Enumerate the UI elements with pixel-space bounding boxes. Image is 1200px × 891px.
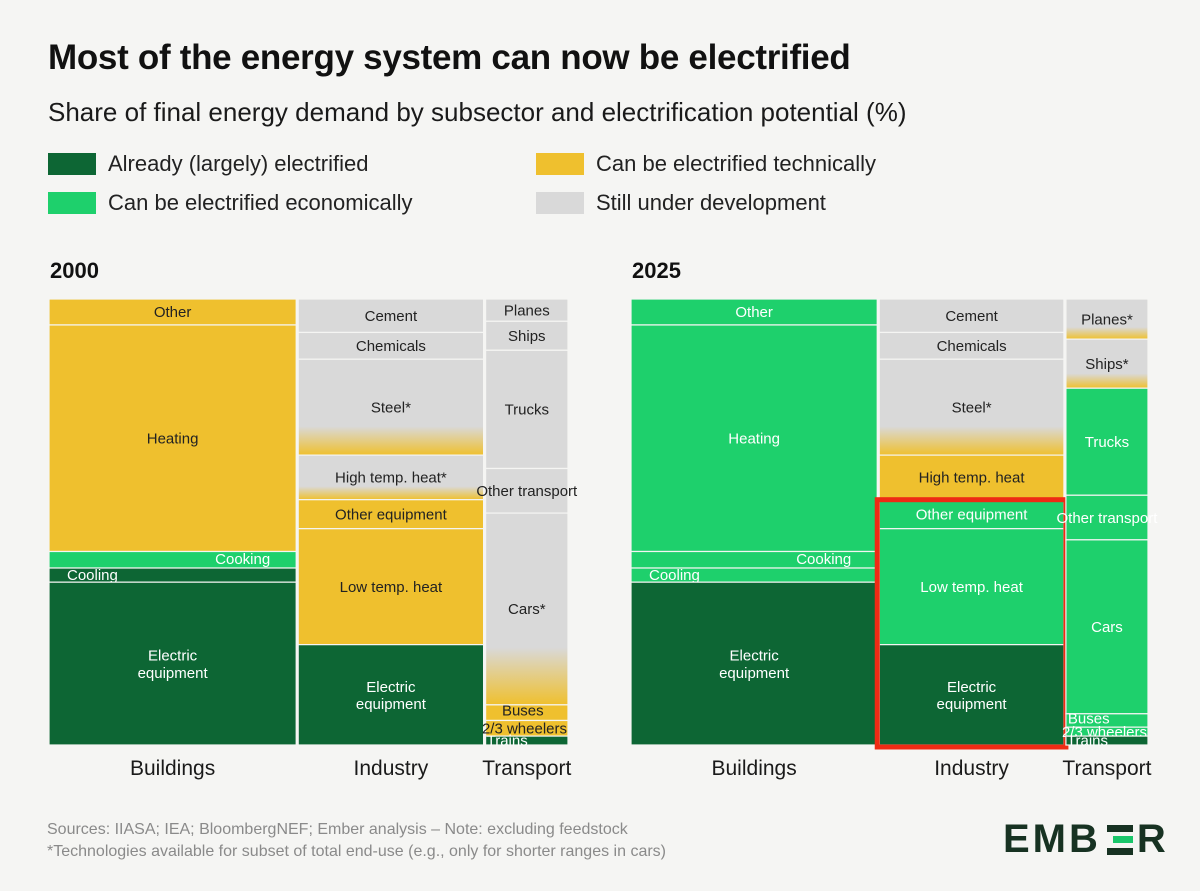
segment-steel	[878, 358, 1065, 456]
segment-trains	[485, 735, 569, 746]
segment-label-trucks: Trucks	[505, 402, 549, 419]
segment-steel	[297, 358, 485, 456]
segment-label-trains: Trains	[487, 733, 528, 750]
segment-low-temp-heat	[878, 528, 1065, 646]
segment-heating	[630, 324, 878, 553]
chart-subtitle: Share of final energy demand by subsecto…	[48, 97, 907, 127]
sector-label-transport: Transport	[1062, 757, 1151, 780]
chart-title: Most of the energy system can now be ele…	[48, 38, 851, 77]
segment-label-cooking: Cooking	[796, 551, 851, 568]
segment-chemicals	[297, 331, 485, 360]
segment-label-buses: Buses	[502, 703, 544, 720]
segment-label-steel: Steel*	[371, 399, 411, 416]
segment-label-electric-equipment: Electric equipment	[356, 679, 427, 713]
segment-low-temp-heat	[297, 528, 485, 646]
segment-label-heating: Heating	[147, 430, 199, 447]
segment-label-high-temp-heat: High temp. heat	[919, 470, 1026, 487]
segment-label-planes: Planes*	[1081, 311, 1133, 328]
footnote: *Technologies available for subset of to…	[47, 843, 666, 860]
segment-label-2-3-wheelers: 2/3 wheelers	[482, 721, 567, 738]
sector-label-buildings: Buildings	[712, 757, 797, 780]
sector-label-buildings: Buildings	[130, 757, 215, 780]
segment-label-heating: Heating	[728, 430, 780, 447]
segment-other-transport	[485, 467, 569, 514]
segment-label-other-equipment: Other equipment	[335, 506, 448, 523]
segment-label-steel: Steel*	[952, 399, 992, 416]
segment-label-trains: Trains	[1067, 733, 1108, 750]
sector-label-transport: Transport	[482, 757, 571, 780]
segment-label-chemicals: Chemicals	[356, 338, 426, 355]
segment-label-other: Other	[735, 304, 773, 321]
segment-label-buses: Buses	[1068, 710, 1110, 727]
segment-label-other: Other	[154, 304, 192, 321]
sector-label-industry: Industry	[354, 757, 429, 780]
source-note: Sources: IIASA; IEA; BloombergNEF; Ember…	[47, 821, 628, 838]
segment-cars	[485, 512, 569, 706]
logo-e-mark	[1106, 824, 1133, 855]
footer-notes: Sources: IIASA; IEA; BloombergNEF; Ember…	[47, 819, 666, 863]
segment-label-ships: Ships	[508, 328, 546, 345]
ember-logo: EMB R	[1003, 817, 1169, 861]
segment-label-low-temp-heat: Low temp. heat	[920, 579, 1023, 596]
segment-label-other-transport: Other transport	[1057, 510, 1159, 527]
segment-label-other-equipment: Other equipment	[916, 506, 1029, 523]
segment-label-cooking: Cooking	[215, 551, 270, 568]
sector-label-industry: Industry	[934, 757, 1009, 780]
segment-label-cement: Cement	[945, 308, 998, 325]
segment-label-high-temp-heat: High temp. heat*	[335, 470, 447, 487]
segment-label-electric-equipment: Electric equipment	[138, 648, 209, 682]
segment-trains	[1065, 735, 1149, 746]
chart-2025-title: 2025	[632, 258, 681, 283]
segment-cement	[878, 298, 1065, 334]
segment-cement	[297, 298, 485, 334]
segment-label-trucks: Trucks	[1085, 434, 1129, 451]
segment-label-electric-equipment: Electric equipment	[937, 679, 1008, 713]
segment-label-chemicals: Chemicals	[937, 338, 1007, 355]
segment-label-planes: Planes	[504, 302, 550, 319]
segment-label-low-temp-heat: Low temp. heat	[340, 579, 443, 596]
segment-label-cooling: Cooling	[67, 567, 118, 584]
segment-label-electric-equipment: Electric equipment	[719, 648, 790, 682]
segment-electric-equipment	[630, 581, 878, 746]
segment-label-other-transport: Other transport	[476, 483, 578, 500]
segment-label-cars: Cars	[1091, 619, 1123, 636]
segment-ships	[485, 320, 569, 351]
segment-other	[630, 298, 878, 326]
segment-high-temp-heat	[878, 454, 1065, 501]
segment-trucks	[485, 349, 569, 470]
segment-heating	[48, 324, 297, 553]
segment-label-ships: Ships*	[1085, 356, 1129, 373]
segment-electric-equipment	[878, 644, 1065, 746]
segment-electric-equipment	[48, 581, 297, 746]
segment-electric-equipment	[297, 644, 485, 746]
segment-label-cooling: Cooling	[649, 567, 700, 584]
chart-2000-title: 2000	[50, 258, 99, 283]
segment-label-cement: Cement	[365, 308, 418, 325]
segment-label-cars: Cars*	[508, 601, 546, 618]
